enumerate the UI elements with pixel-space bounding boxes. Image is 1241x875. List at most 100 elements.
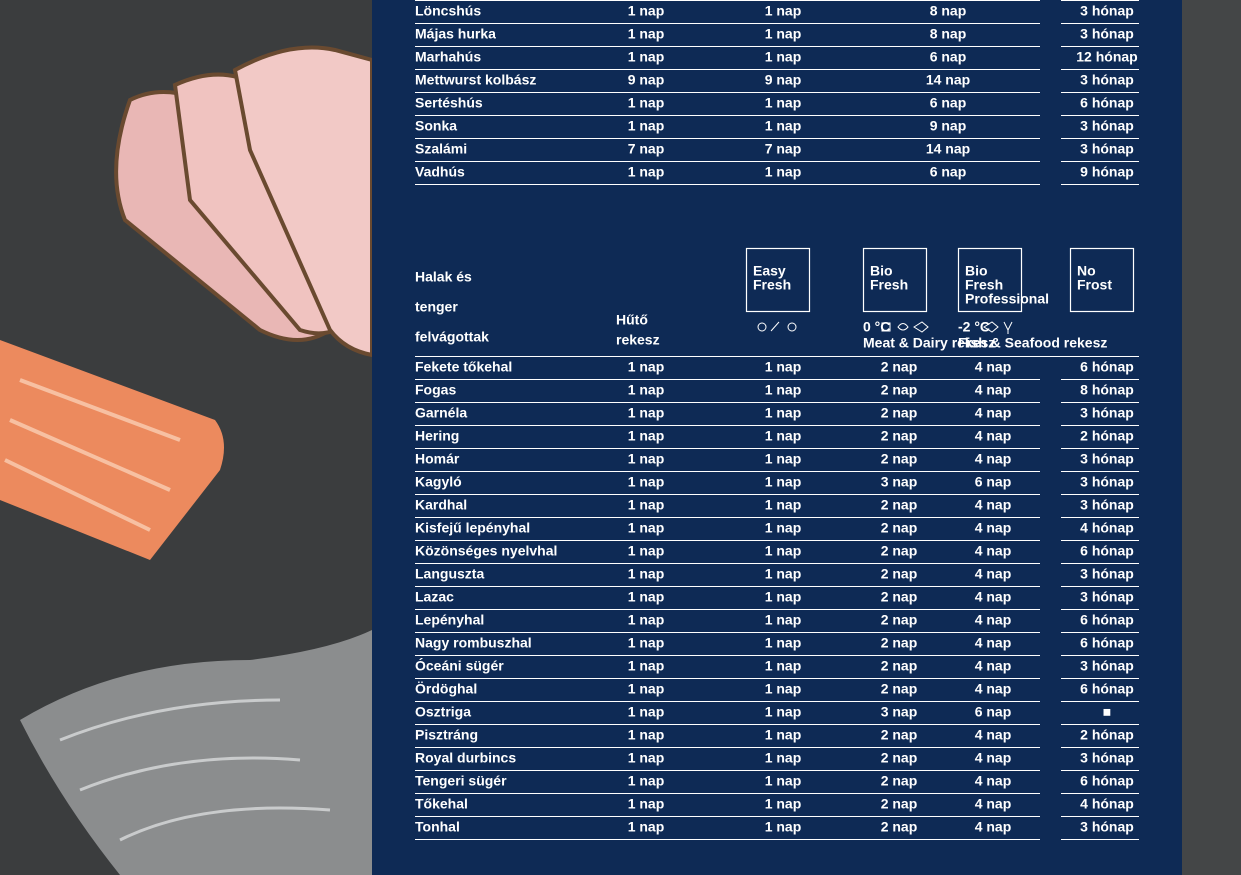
cell: 1 nap [765,520,802,536]
cell: 3 hónap [1080,589,1134,605]
cell: 1 nap [628,543,665,559]
row-name: Marhahús [415,49,481,65]
row-name: Lepényhal [415,612,484,628]
box-label: Fresh [965,277,1003,293]
cell: 1 nap [765,750,802,766]
box-label: Bio [870,263,893,279]
cell: 3 hónap [1080,72,1134,88]
cell: 1 nap [765,95,802,111]
cell: 1 nap [628,428,665,444]
row-name: Homár [415,451,460,467]
cell: 6 nap [930,164,967,180]
cell: 1 nap [765,704,802,720]
row-name: Osztriga [415,704,471,720]
section-title: felvágottak [415,329,489,345]
cell: 1 nap [628,451,665,467]
cell: 8 nap [930,3,967,19]
compartment-boxes [745,247,1135,313]
row-name: Löncshús [415,3,481,19]
cell: 4 nap [975,819,1012,835]
temperature: -2 °C [958,319,990,335]
cell: 9 nap [628,72,665,88]
cell: 1 nap [628,26,665,42]
row-name: Kardhal [415,497,467,513]
cell: 1 nap [628,497,665,513]
compartment-box [957,247,1023,313]
row-name: Mettwurst kolbász [415,72,536,88]
cell: 9 nap [930,118,967,134]
cell: 1 nap [628,520,665,536]
right-strip [1182,0,1241,875]
cell: 1 nap [765,612,802,628]
cell: 1 nap [628,773,665,789]
cell: 1 nap [628,704,665,720]
cell: 1 nap [628,566,665,582]
row-name: Vadhús [415,164,465,180]
row-name: Pisztráng [415,727,478,743]
cell: 2 nap [881,612,918,628]
cell: 2 nap [881,382,918,398]
cell: 3 hónap [1080,451,1134,467]
cell: 2 nap [881,497,918,513]
cell: 6 hónap [1080,543,1134,559]
cell: 2 nap [881,520,918,536]
cell: 1 nap [628,635,665,651]
cell: 6 hónap [1080,635,1134,651]
box-label: Fresh [753,277,791,293]
cell: 4 nap [975,451,1012,467]
cell: 6 hónap [1080,612,1134,628]
cell: 9 hónap [1080,164,1134,180]
cell: 4 nap [975,727,1012,743]
cell: 3 nap [881,474,918,490]
cell: 2 nap [881,658,918,674]
cell: 2 nap [881,750,918,766]
cell: 1 nap [628,118,665,134]
cell: 3 hónap [1080,3,1134,19]
compartment-box [745,247,811,313]
compartment-caption: Meat & Dairy rekesz [863,335,995,351]
cell: 9 nap [765,72,802,88]
cell: 1 nap [628,3,665,19]
cell: 3 hónap [1080,405,1134,421]
cell: 2 nap [881,543,918,559]
cell: 1 nap [628,612,665,628]
cell: 1 nap [765,819,802,835]
cell: 2 nap [881,796,918,812]
cell: 6 nap [975,704,1012,720]
ham-photo [114,45,374,358]
cell: 3 hónap [1080,750,1134,766]
cell: 3 hónap [1080,819,1134,835]
cell: 2 nap [881,359,918,375]
row-name: Royal durbincs [415,750,516,766]
cell: 4 nap [975,773,1012,789]
row-name: Közönséges nyelvhal [415,543,557,559]
cell: 2 nap [881,428,918,444]
cell: 4 nap [975,658,1012,674]
row-name: Nagy rombuszhal [415,635,532,651]
cell: 1 nap [628,796,665,812]
row-name: Garnéla [415,405,467,421]
cell: 1 nap [765,26,802,42]
cell: 1 nap [765,543,802,559]
box-label: No [1077,263,1096,279]
cell: 6 hónap [1080,773,1134,789]
cell: 14 nap [926,141,970,157]
cell: 2 nap [881,451,918,467]
cell: 8 hónap [1080,382,1134,398]
row-name: Májas hurka [415,26,496,42]
row-name: Óceáni sügér [415,657,504,674]
row-name: Ördöghal [415,681,477,697]
column-header: Hűtő [616,312,648,328]
cell: 2 nap [881,727,918,743]
cell: 4 nap [975,635,1012,651]
cell: 14 nap [926,72,970,88]
cell: 2 nap [881,819,918,835]
row-name: Tőkehal [415,796,468,812]
cell: 1 nap [765,359,802,375]
cell: 1 nap [765,796,802,812]
box-label: Fresh [870,277,908,293]
cell: 1 nap [628,164,665,180]
row-name: Languszta [415,566,484,582]
cell: 1 nap [765,428,802,444]
box-label: Easy [753,263,786,279]
